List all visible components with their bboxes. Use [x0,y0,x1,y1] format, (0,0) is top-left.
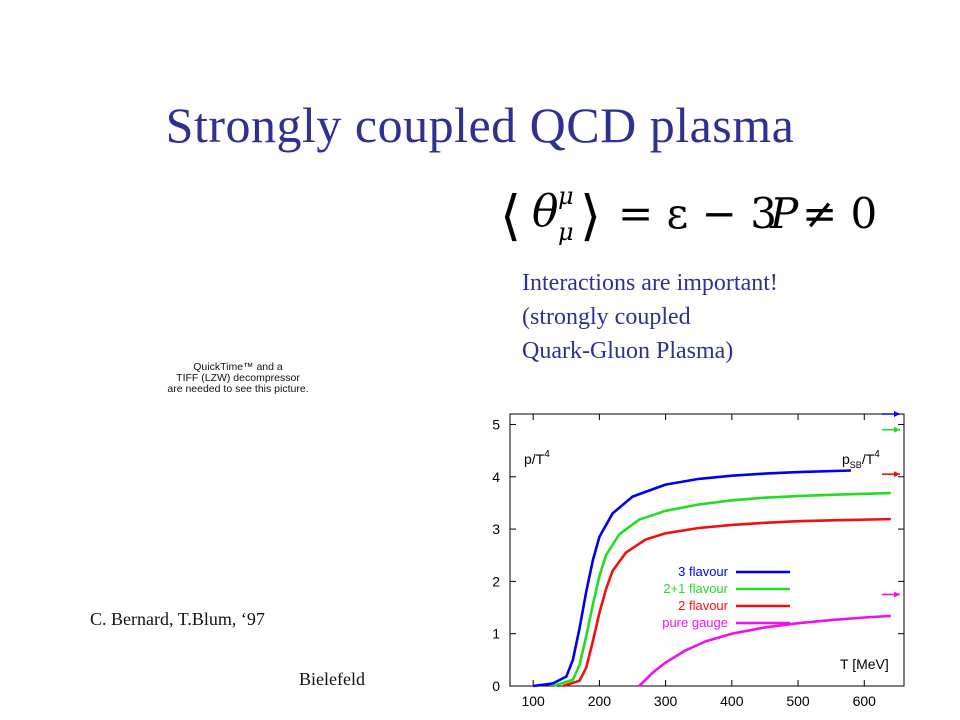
formula-not-zero: ≠ 0 [802,189,877,238]
series-line-1 [552,491,891,688]
x-tick-label: 100 [521,693,545,709]
x-axis-label: T [MeV] [840,656,889,672]
formula-mu-sup: μ [558,182,574,210]
quicktime-placeholder: QuickTime™ and a TIFF (LZW) decompressor… [150,362,326,395]
legend-label: 2 flavour [678,598,729,613]
sb-arrow-head [894,411,900,417]
formula-right-bracket: ⟩ [580,184,601,247]
x-tick-label: 300 [654,693,678,709]
y-tick-label: 3 [492,521,500,537]
quicktime-line: TIFF (LZW) decompressor [176,372,300,384]
legend-label: 2+1 flavour [663,581,728,596]
quicktime-line: QuickTime™ and a [193,361,283,373]
sb-arrow-head [894,471,900,478]
formula-theta: θ [532,186,559,237]
legend-label: pure gauge [662,615,728,630]
sb-arrow-head [894,591,900,598]
x-tick-label: 200 [588,693,612,709]
pressure-chart: 0 1 2 3 4 5 100 200 300 400 500 600 3 flavour 2+1 fl… [492,411,905,709]
note-line: Interactions are important! [522,270,778,296]
plot-frame [509,413,905,687]
quicktime-line: are needed to see this picture. [167,383,309,395]
y-tick-label: 0 [492,678,500,694]
series-line-0 [533,469,852,688]
note-line: (strongly coupled [522,304,691,330]
formula-pressure: P [769,189,799,238]
interactions-note: Interactions are important! (strongly co… [522,266,778,368]
citation: C. Bernard, T.Blum, ‘97 [90,609,265,629]
note-line: Quark-Gluon Plasma) [522,338,734,364]
trace-anomaly-formula: ⟨ θ μ μ ⟩ = ε − 3 P ≠ 0 [500,182,877,247]
series-line-3 [638,614,891,687]
source-label: Bielefeld [299,669,365,689]
sb-label: pSB/T4 [842,449,880,470]
y-tick-label: 4 [492,469,500,485]
x-tick-label: 400 [720,693,744,709]
x-tick-label: 600 [853,693,877,709]
x-tick-label: 500 [786,693,810,709]
y-tick-label: 1 [492,626,500,642]
formula-rhs: = ε − 3 [618,189,777,238]
y-axis-label: p/T4 [524,449,550,467]
formula-left-bracket: ⟨ [500,184,521,247]
series-line-2 [562,517,891,688]
legend-label: 3 flavour [678,564,729,579]
sb-arrow-head [894,426,900,433]
y-tick-label: 2 [492,573,500,589]
y-tick-label: 5 [492,416,500,432]
formula-mu-sub: μ [558,218,574,246]
slide-title: Strongly coupled QCD plasma [165,97,795,153]
